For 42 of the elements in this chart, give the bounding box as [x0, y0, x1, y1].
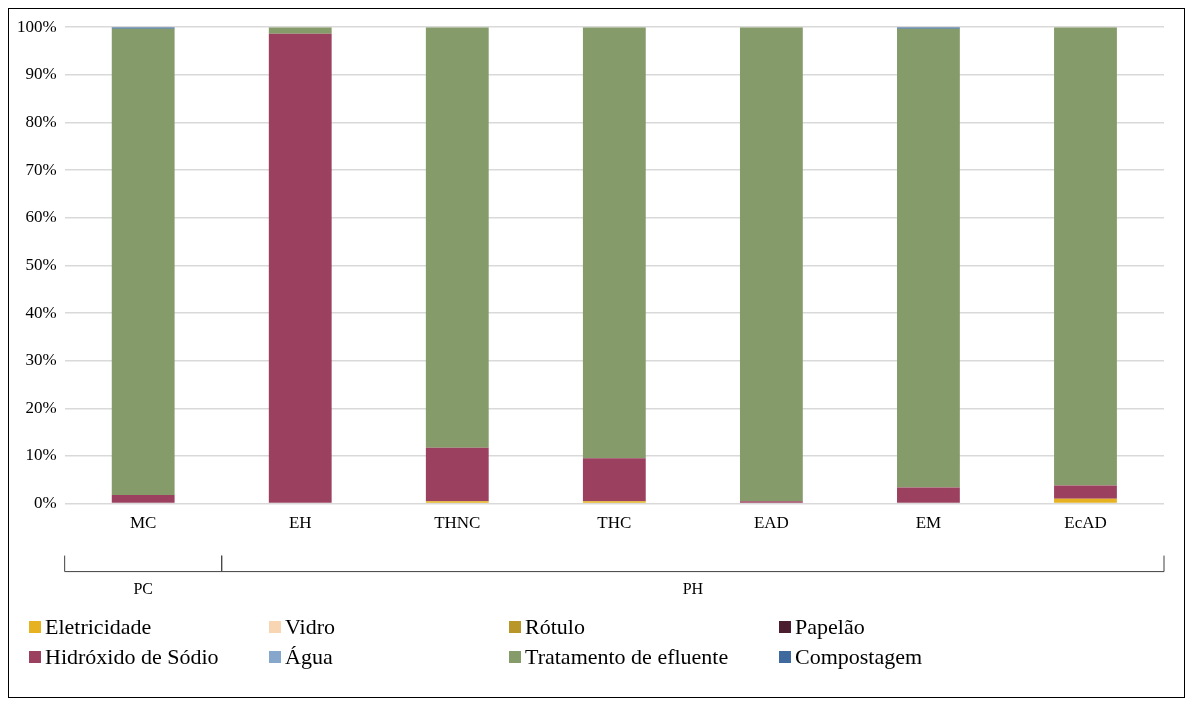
- bar: [425, 447, 489, 502]
- x-tick-label: EcAD: [1064, 513, 1107, 533]
- bar: [425, 27, 489, 448]
- y-tick-label: 40%: [25, 302, 57, 322]
- y-tick-label: 100%: [16, 16, 57, 36]
- x-tick-label: MC: [129, 513, 157, 533]
- bar: [739, 27, 803, 502]
- bar: [1054, 485, 1117, 499]
- bar: [1054, 27, 1117, 486]
- x-tick-label: EM: [915, 513, 942, 533]
- y-tick-label: 50%: [25, 254, 57, 274]
- bar: [897, 28, 960, 488]
- bar: [111, 495, 175, 503]
- legend-label: Água: [285, 644, 333, 670]
- bar: [111, 28, 175, 496]
- x-tick-label: EAD: [753, 513, 789, 533]
- bar: [1054, 498, 1117, 503]
- y-tick-label: 10%: [25, 445, 57, 465]
- y-tick-label: 60%: [25, 207, 57, 227]
- x-tick-label: EH: [288, 513, 312, 533]
- y-tick-label: 70%: [25, 159, 57, 179]
- legend-label: Compostagem: [795, 644, 923, 670]
- legend-label: Papelão: [795, 614, 865, 640]
- y-tick-label: 30%: [25, 350, 57, 370]
- bar: [268, 27, 332, 34]
- bar: [268, 33, 332, 503]
- legend-label: Rótulo: [525, 614, 585, 640]
- x-tick-label: THNC: [434, 513, 481, 533]
- bar: [582, 27, 646, 459]
- y-tick-label: 90%: [25, 64, 57, 84]
- y-tick-label: 0%: [33, 493, 57, 513]
- x-tick-label: THC: [597, 513, 632, 533]
- bar: [897, 487, 960, 503]
- legend-label: Tratamento de efluente: [525, 644, 729, 670]
- legend-label: Hidróxido de Sódio: [45, 644, 219, 670]
- text: PH: [682, 579, 704, 597]
- legend-label: Eletricidade: [45, 614, 152, 640]
- y-tick-label: 80%: [25, 111, 57, 131]
- y-tick-label: 20%: [25, 397, 57, 417]
- bar: [582, 458, 646, 502]
- legend-label: Vidro: [285, 614, 336, 640]
- text: PC: [133, 579, 153, 597]
